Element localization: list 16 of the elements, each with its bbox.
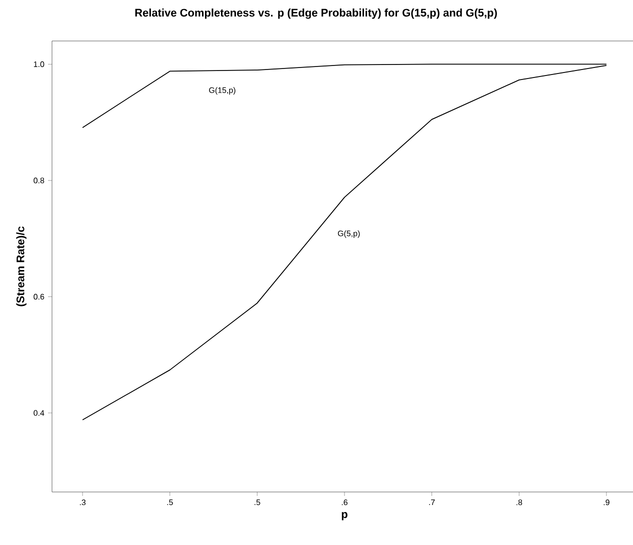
chart-title: Relative Completeness vs. p (Edge Probability) for G(15,p) and G(5,p) [135,8,497,19]
x-axis-title: p [342,512,348,520]
x-tick-label: .6 [342,500,348,506]
y-axis-title: (Stream Rate)/c [16,226,26,306]
series-label: G(5,p) [338,230,360,238]
x-tick-label: .7 [429,500,435,506]
y-tick-label: 0.4 [34,410,44,416]
x-tick-label: .8 [516,500,522,506]
x-tick-label: .5 [167,500,173,506]
y-tick-label: 1.0 [34,61,44,68]
x-tick-label: .9 [604,500,610,506]
x-tick-label: .5 [254,500,260,506]
y-tick-label: 0.6 [34,294,44,300]
x-tick-label: .3 [80,500,86,506]
text: G(15,p) [209,87,236,95]
y-tick-label: 0.8 [34,178,44,184]
